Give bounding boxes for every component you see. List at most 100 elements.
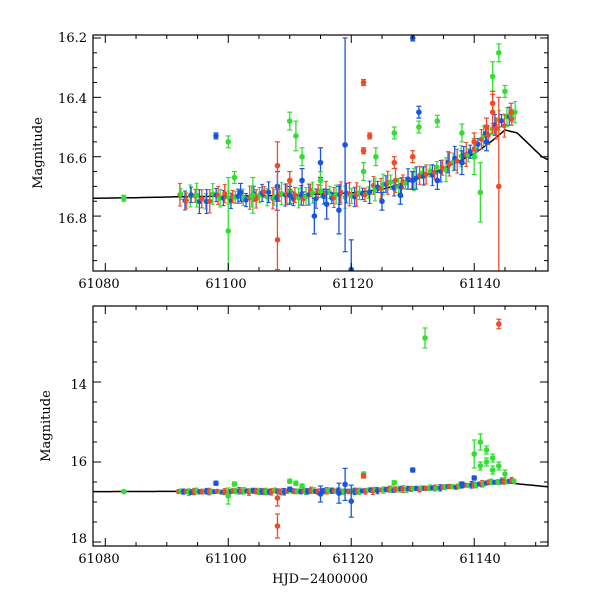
band-point xyxy=(434,164,440,170)
blue-data-point xyxy=(336,207,342,213)
green-data-point xyxy=(286,478,293,485)
top-plot-area xyxy=(93,35,548,271)
green-data-point xyxy=(120,195,127,202)
blue-data-point xyxy=(213,480,219,487)
green-data-point xyxy=(471,451,478,457)
top-ticks xyxy=(93,35,548,271)
green-data-point xyxy=(416,124,422,130)
top-ytick-label: 16.6 xyxy=(58,152,87,167)
green-data-point xyxy=(225,228,232,234)
red-data-point xyxy=(508,109,514,115)
red-data-point xyxy=(496,183,502,190)
red-data-point xyxy=(496,321,502,327)
band-point xyxy=(261,189,267,195)
top-xtick-label: 61120 xyxy=(332,277,373,292)
blue-data-point xyxy=(459,159,465,166)
red-data-point xyxy=(471,139,478,145)
band-point xyxy=(327,189,333,196)
blue-data-point xyxy=(336,490,342,497)
band-point xyxy=(378,185,384,192)
band-point xyxy=(427,168,433,174)
green-data-point xyxy=(231,481,238,487)
top-data-points xyxy=(120,35,514,271)
band-point xyxy=(446,161,452,167)
bottom-xtick-label: 61100 xyxy=(205,552,246,567)
top-x-tick-labels: 61080 61100 61120 61140 xyxy=(78,277,500,292)
blue-data-point xyxy=(459,481,465,487)
red-data-point xyxy=(489,109,496,115)
top-ytick-label: 16.2 xyxy=(58,31,87,46)
blue-data-point xyxy=(323,201,330,208)
band-point xyxy=(512,109,518,115)
bottom-xtick-label: 61140 xyxy=(459,552,500,567)
band-point xyxy=(194,192,200,198)
green-data-point xyxy=(477,189,484,196)
blue-data-point xyxy=(397,192,404,199)
green-data-point xyxy=(317,177,324,184)
green-data-point xyxy=(496,463,502,469)
red-data-point xyxy=(360,79,367,86)
green-data-point xyxy=(293,480,299,487)
blue-data-point xyxy=(286,192,293,199)
x-axis-label: HJD−2400000 xyxy=(272,572,368,587)
bottom-ytick-label: 14 xyxy=(70,378,87,393)
bottom-plot-area xyxy=(93,318,548,539)
green-data-point xyxy=(477,439,484,445)
band-point xyxy=(178,191,184,197)
red-data-point xyxy=(360,473,367,479)
green-data-point xyxy=(422,335,428,341)
band-point xyxy=(433,485,440,491)
blue-data-point xyxy=(311,213,318,219)
bottom-x-tick-labels: 61080 61100 61120 61140 xyxy=(78,552,500,567)
bottom-frame xyxy=(92,305,549,547)
top-y-tick-labels: 16.2 16.4 16.6 16.8 xyxy=(58,31,87,227)
red-data-point xyxy=(274,237,281,243)
blue-data-point xyxy=(409,467,416,473)
blue-data-point xyxy=(342,481,348,488)
green-data-point xyxy=(459,130,465,136)
band-point xyxy=(374,488,380,494)
green-data-point xyxy=(250,192,256,199)
bottom-ticks xyxy=(93,306,548,546)
band-point xyxy=(222,489,228,495)
green-data-point xyxy=(299,153,305,160)
band-point xyxy=(388,179,394,185)
band-point xyxy=(423,171,429,178)
green-data-point xyxy=(299,483,305,489)
bottom-panel: 61080 61100 61120 61140 14 16 18 Magnitu… xyxy=(39,305,549,587)
blue-data-point xyxy=(409,177,416,184)
blue-data-point xyxy=(342,142,348,148)
green-data-point xyxy=(225,493,232,499)
green-data-point xyxy=(286,118,293,124)
band-point xyxy=(392,177,399,183)
green-data-point xyxy=(225,139,232,145)
band-point xyxy=(188,192,194,198)
green-data-point xyxy=(360,168,367,175)
bottom-xtick-label: 61120 xyxy=(332,552,373,567)
green-data-point xyxy=(483,447,490,453)
red-data-point xyxy=(366,133,373,139)
green-data-point xyxy=(391,480,398,486)
blue-data-point xyxy=(317,159,324,166)
bottom-data-points xyxy=(120,318,508,539)
band-point xyxy=(309,190,316,196)
green-data-point xyxy=(477,463,484,469)
band-point xyxy=(199,196,205,202)
red-data-point xyxy=(360,147,367,154)
blue-data-point xyxy=(434,177,441,184)
band-point xyxy=(207,198,213,204)
red-data-point xyxy=(483,124,490,130)
bottom-ytick-label: 18 xyxy=(70,532,87,547)
red-data-point xyxy=(286,177,293,184)
green-data-point xyxy=(391,130,398,136)
band-point xyxy=(405,176,411,182)
blue-data-point xyxy=(379,198,385,205)
top-xtick-label: 61100 xyxy=(205,277,246,292)
band-point xyxy=(253,196,259,202)
green-data-point xyxy=(120,488,127,495)
blue-data-point xyxy=(483,139,490,145)
band-point xyxy=(318,188,324,195)
band-point xyxy=(392,486,398,492)
top-xtick-label: 61080 xyxy=(78,277,119,292)
bottom-y-axis-label: Magnitude xyxy=(39,390,54,462)
